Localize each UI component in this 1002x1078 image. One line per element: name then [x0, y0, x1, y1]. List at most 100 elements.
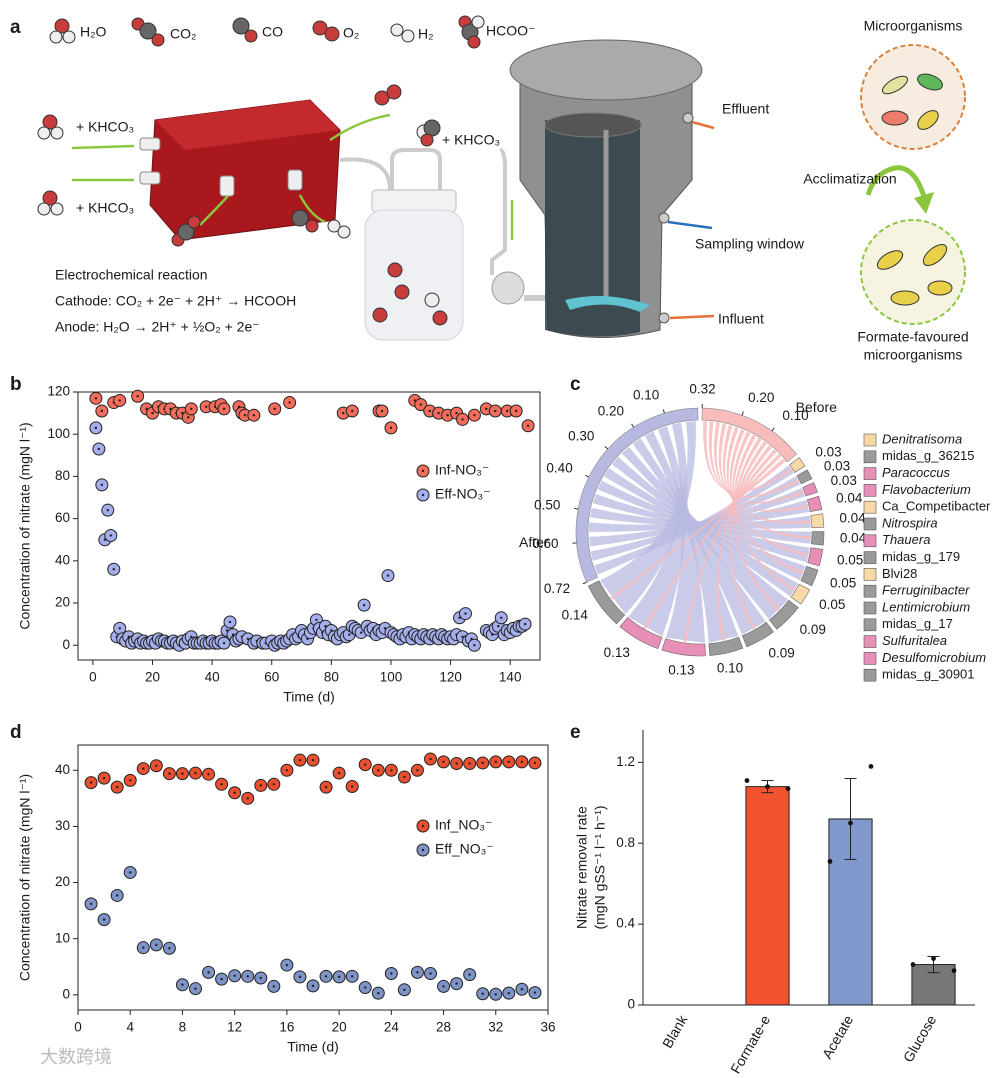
point-center: [259, 784, 262, 787]
y-tick-label: 0.8: [616, 835, 635, 850]
after-tick-label: 0.50: [534, 497, 560, 512]
y-tick-label: 1.2: [616, 754, 635, 769]
x-tick-label: 0: [89, 670, 97, 685]
x-tick-label: 20: [145, 670, 160, 685]
legend-swatch: [863, 534, 877, 548]
after-arc: [575, 407, 699, 583]
x-tick-label: 16: [279, 1020, 294, 1035]
point-center: [100, 409, 104, 413]
taxon-sector: [769, 599, 799, 630]
y-tick-label: 0: [627, 997, 635, 1012]
point-center: [142, 946, 145, 949]
point-center: [507, 991, 511, 995]
point-center: [324, 975, 328, 978]
point-center: [252, 414, 256, 417]
point-center: [481, 992, 484, 995]
replicate-point: [827, 859, 833, 864]
chord: [621, 446, 788, 620]
legend-swatch: [863, 635, 877, 648]
point-center: [386, 574, 390, 577]
feed-label: + KHCO₃: [76, 200, 134, 216]
point-center: [97, 447, 101, 451]
bar: [745, 786, 790, 1006]
point-center: [315, 618, 318, 622]
point-center: [115, 785, 119, 789]
point-center: [115, 894, 119, 897]
x-tick-label: 20: [332, 1020, 347, 1035]
panel-label: c: [570, 374, 581, 395]
legend-label: Inf_NO₃⁻: [435, 817, 492, 833]
panel-label: b: [10, 374, 22, 395]
point-center: [207, 772, 210, 776]
replicate-point: [910, 962, 916, 967]
microbes-label: Acclimatization: [803, 171, 896, 187]
replicate-point: [848, 820, 853, 826]
point-center: [220, 783, 223, 786]
point-center: [464, 612, 467, 615]
chord: [594, 465, 794, 575]
y-tick-label: 120: [47, 384, 70, 399]
replicate-point: [868, 763, 874, 769]
point-center: [364, 986, 367, 989]
x-tick-label: 8: [179, 1020, 187, 1035]
point-center: [428, 409, 431, 413]
chord: [610, 458, 786, 600]
x-tick-label: 0: [74, 1020, 82, 1035]
point-center: [497, 625, 500, 628]
point-center: [187, 416, 190, 419]
after-tick: [574, 507, 579, 510]
x-tick-label: 32: [488, 1020, 503, 1035]
after-tick-label: 0.30: [568, 429, 594, 444]
point-center: [102, 776, 106, 780]
chord: [597, 480, 810, 563]
y-tick-label: 60: [55, 510, 70, 525]
x-tick-label: 36: [540, 1020, 555, 1035]
point-center: [220, 977, 223, 981]
point-center: [473, 644, 476, 647]
legend-label: Eff-NO₃⁻: [435, 486, 491, 502]
after-tick-label: 0.20: [598, 404, 624, 419]
point-center: [533, 991, 537, 994]
point-center: [233, 974, 236, 977]
y-tick-label: 20: [55, 874, 70, 889]
point-center: [494, 409, 497, 413]
point-center: [421, 493, 425, 497]
point-center: [142, 767, 145, 770]
point-center: [523, 622, 527, 626]
taxon-value-label: 0.14: [562, 607, 589, 622]
legend-label: Ca_Competibacter: [882, 499, 991, 514]
legend-swatch: [863, 500, 877, 514]
taxon-value-label: 0.05: [830, 576, 856, 591]
cathode-equation: Cathode: CO₂ + 2e⁻ + 2H⁺ → HCOOH: [55, 293, 296, 309]
y-tick-label: 0: [62, 637, 70, 652]
point-center: [446, 414, 449, 417]
plot-frame: [77, 744, 549, 1011]
legend-label: midas_g_36215: [882, 448, 975, 463]
point-center: [507, 760, 511, 764]
taxon-value-label: 0.03: [824, 458, 850, 473]
point-center: [288, 401, 291, 404]
taxon-sector: [790, 583, 811, 605]
point-center: [298, 758, 302, 762]
point-center: [94, 426, 98, 430]
taxon-sector: [661, 638, 706, 657]
taxon-sector: [741, 621, 774, 648]
y-tick-label: 40: [55, 762, 70, 777]
microbes-label: Formate-favoured: [857, 329, 968, 345]
taxon-sector: [811, 531, 825, 546]
point-center: [455, 411, 458, 415]
point-center: [429, 757, 432, 761]
point-center: [272, 985, 276, 988]
after-tick: [604, 446, 609, 450]
point-center: [246, 975, 249, 978]
point-center: [155, 943, 158, 947]
before-tick-label: 0.10: [782, 408, 808, 423]
point-center: [246, 797, 249, 800]
point-center: [118, 399, 121, 402]
point-center: [89, 781, 93, 784]
point-center: [421, 469, 425, 473]
feed-label: + KHCO₃: [442, 132, 500, 148]
point-center: [377, 769, 380, 772]
point-center: [94, 397, 98, 400]
